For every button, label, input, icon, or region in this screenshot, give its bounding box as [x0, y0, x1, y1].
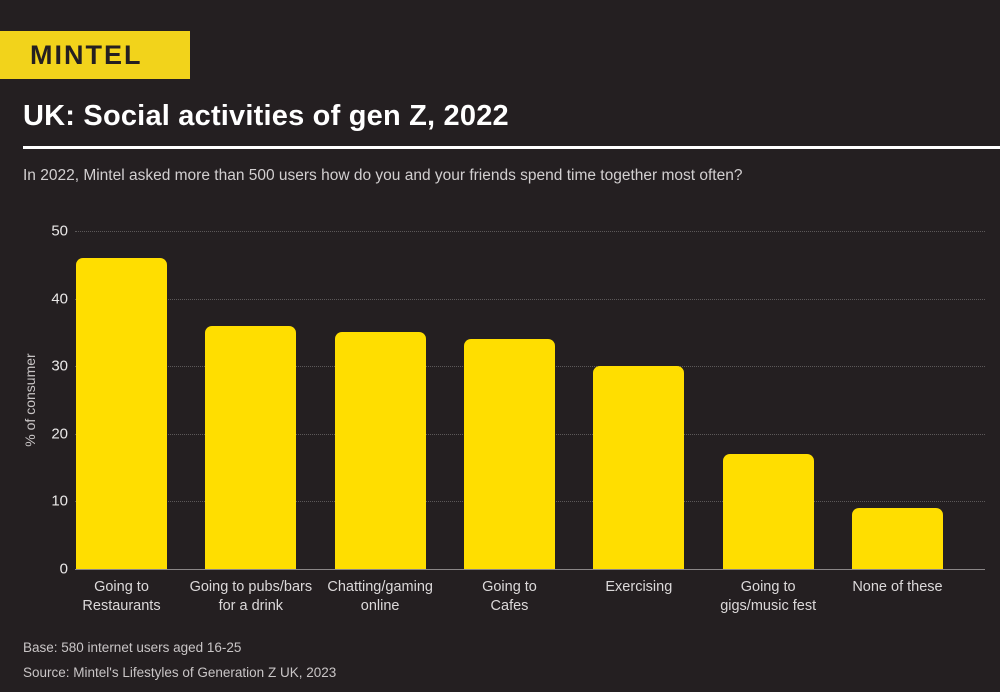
gridline-40	[75, 298, 985, 300]
bar	[851, 508, 943, 569]
x-axis-label: Going to gigs/music fest	[720, 579, 817, 614]
base-note: Base: 580 internet users aged 16-25	[23, 640, 242, 655]
title-divider	[23, 146, 1000, 149]
x-axis-label: Exercising	[605, 579, 673, 595]
bar	[205, 325, 297, 569]
y-axis-ticks: 0 10 20 30 40 50	[28, 223, 68, 578]
gridline-50	[75, 231, 985, 232]
y-tick-label-40: 40	[51, 290, 68, 308]
y-tick-label-20: 20	[51, 425, 68, 443]
bar	[593, 366, 685, 569]
source-note: Source: Mintel's Lifestyles of Generatio…	[23, 665, 337, 680]
x-axis-label: Going to pubs/bars for a drink	[189, 579, 313, 614]
y-tick-label-30: 30	[51, 357, 68, 375]
y-tick-label-10: 10	[51, 492, 68, 510]
bar	[76, 258, 167, 569]
x-axis-label: Going to Restaurants	[82, 579, 161, 614]
bar	[722, 454, 814, 569]
x-axis-label: Chatting/gaming online	[327, 579, 433, 614]
bar	[463, 339, 555, 569]
mintel-logo-text: MINTEL	[30, 39, 143, 70]
x-axis-label: Going to Cafes	[482, 579, 537, 614]
gridline-0	[75, 569, 985, 570]
page-title: UK: Social activities of gen Z, 2022	[23, 100, 509, 132]
x-axis-label: None of these	[852, 579, 943, 595]
survey-question-text: In 2022, Mintel asked more than 500 user…	[23, 167, 743, 184]
mintel-logo: MINTEL	[0, 31, 190, 79]
y-tick-label-50: 50	[51, 222, 68, 240]
y-tick-label-0: 0	[59, 560, 68, 578]
bar	[334, 332, 426, 569]
bar-chart-plot-area	[75, 231, 985, 570]
